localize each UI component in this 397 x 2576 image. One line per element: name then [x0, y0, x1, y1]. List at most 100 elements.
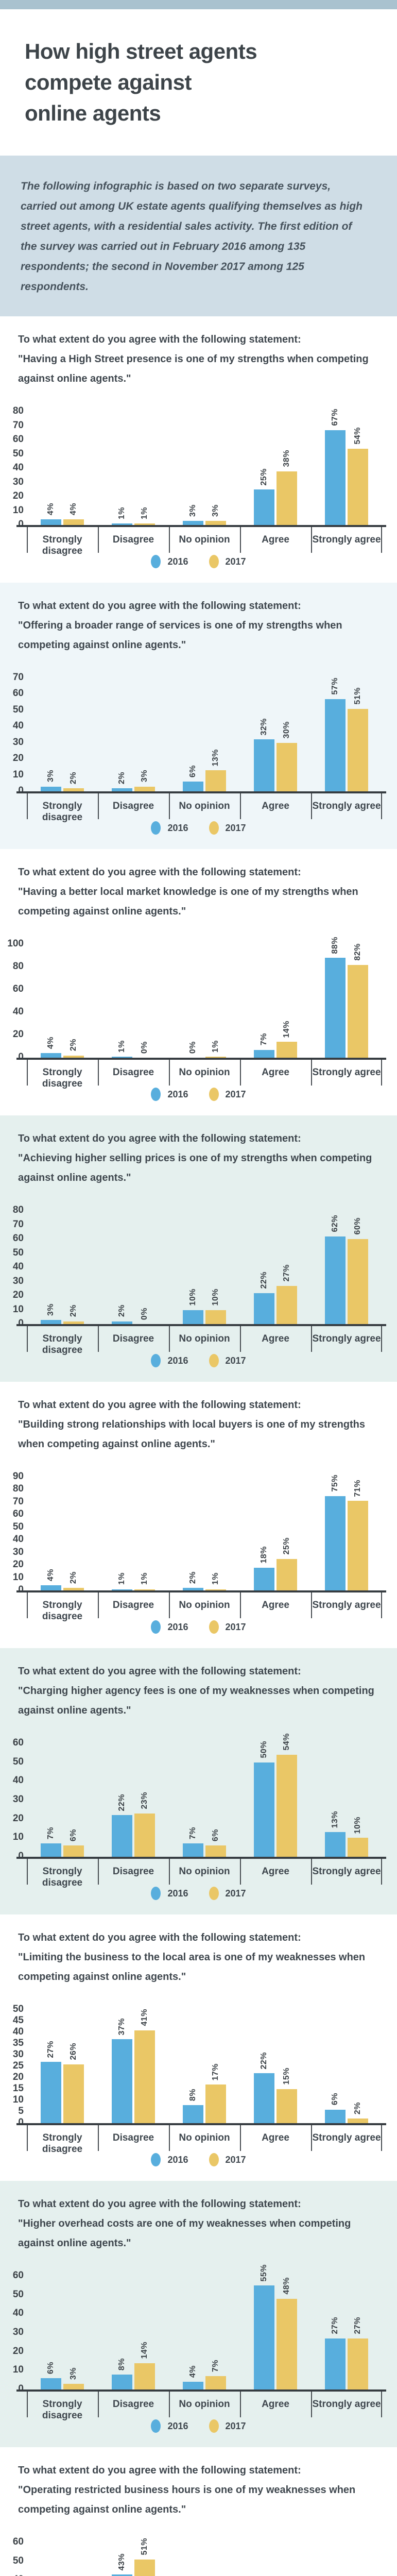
y-axis-label: 80: [12, 961, 24, 972]
axis-tick: [98, 1326, 99, 1352]
y-axis-label: 80: [12, 405, 24, 416]
bar-2016: [112, 1056, 132, 1058]
bar-value-label: 15%: [282, 2067, 291, 2085]
axis-tick: [311, 1859, 312, 1885]
category-label: Strongly disagree: [42, 2399, 83, 2421]
legend-marker-2017: [209, 1354, 219, 1367]
legend-label-2016: 2016: [167, 2154, 188, 2165]
chart-section: To what extent do you agree with the fol…: [0, 2181, 397, 2447]
bar-2017: [63, 1588, 84, 1590]
axis-tick: [311, 527, 312, 553]
bar-value-label: 75%: [331, 1475, 339, 1492]
axis-tick: [98, 2125, 99, 2151]
bar-2016: [41, 1843, 61, 1857]
legend-label-2017: 2017: [225, 1621, 246, 1632]
y-axis-label: 0: [18, 2383, 24, 2394]
category-label: Agree: [262, 2399, 289, 2410]
category-cell: 7% 6% No opinion: [169, 1743, 240, 1885]
legend-item-2017: 2017: [209, 1354, 246, 1367]
bar-value-label: 2%: [188, 1571, 197, 1584]
axis-tick: [98, 2392, 99, 2417]
y-axis-label: 15: [12, 2083, 24, 2094]
chart-plot: 0 10 20 30 40 50 60 70 3% 2% Strongly disagree 2% 3…: [13, 672, 386, 823]
category-label: Strongly disagree: [42, 2132, 83, 2155]
y-axis-label: 10: [12, 1832, 24, 1843]
category-label: No opinion: [179, 1333, 230, 1344]
category-label: Agree: [262, 534, 289, 545]
legend-label-2016: 2016: [167, 1355, 188, 1366]
bar-2017: [348, 708, 368, 791]
bar-value-label: 55%: [260, 2264, 268, 2282]
chart-plot: 0 10 20 30 40 50 60 70 80 3% 2% Strongly disagree 2…: [13, 1205, 386, 1355]
axis-tick: [27, 793, 28, 819]
axis-tick: [98, 1592, 99, 1618]
chart-section: To what extent do you agree with the fol…: [0, 849, 397, 1115]
axis-tick: [381, 1592, 382, 1618]
bar-2017: [205, 1310, 226, 1324]
axis-tick: [240, 1592, 241, 1618]
legend-label-2016: 2016: [167, 556, 188, 567]
bar-2017: [348, 1501, 368, 1590]
bar-value-label: 6%: [211, 1828, 220, 1841]
y-axis-label: 60: [12, 688, 24, 699]
bar-value-label: 62%: [331, 1214, 339, 1232]
category-label: Strongly disagree: [42, 534, 83, 556]
bar-value-label: 17%: [211, 2063, 220, 2081]
chart-cells: 27% 26% Strongly disagree 37% 41% Disagree 8% 1…: [27, 2009, 382, 2155]
y-axis-label: 50: [12, 1521, 24, 1532]
bar-value-label: 10%: [188, 1288, 197, 1306]
axis-tick: [27, 1592, 28, 1618]
legend-marker-2017: [209, 1887, 219, 1900]
question-statement: "Operating restricted business hours is …: [18, 2484, 356, 2515]
bar-value-label: 2%: [69, 1304, 78, 1317]
chart-cells: 3% 2% Strongly disagree 2% 0% Disagree 10% 10% N…: [27, 1211, 382, 1355]
bar-2016: [325, 1496, 346, 1590]
y-axis-label: 60: [12, 984, 24, 994]
axis-tick: [381, 2392, 382, 2417]
bar-2017: [134, 2560, 155, 2576]
legend-marker-2017: [209, 555, 219, 568]
bar-2017: [63, 1845, 84, 1857]
axis-tick: [240, 1326, 241, 1352]
bar-value-label: 54%: [353, 427, 362, 445]
axis-tick: [311, 1592, 312, 1618]
axis-tick: [240, 527, 241, 553]
bar-chart: 0 10 20 30 40 50 60 70 80 3% 2% Strongly disagree 2…: [0, 1205, 397, 1372]
category-label: Disagree: [112, 2399, 154, 2410]
axis-tick: [169, 1859, 170, 1885]
chart-plot: 0 20 40 60 80 100 4% 2% Strongly disagree 1% 0% Di…: [7, 937, 386, 1089]
bar-value-label: 2%: [353, 2102, 362, 2115]
y-axis-label: 10: [12, 504, 24, 516]
category-cell: 24%16%Strongly disagree: [27, 2543, 98, 2576]
bar-2016: [112, 2574, 132, 2576]
category-label: Strongly disagree: [42, 1866, 83, 1888]
bar-value-label: 4%: [46, 1037, 55, 1049]
bar-value-label: 7%: [46, 1827, 55, 1840]
chart-section: To what extent do you agree with the fol…: [0, 583, 397, 849]
bar-value-label: 51%: [140, 2538, 149, 2555]
legend-item-2016: 2016: [151, 555, 188, 568]
category-cell: 22% 23% Disagree: [98, 1743, 169, 1885]
legend-item-2016: 2016: [151, 1887, 188, 1900]
category-label: Strongly disagree: [42, 1067, 83, 1089]
y-axis-label: 20: [12, 1290, 24, 1300]
axis-tick: [311, 793, 312, 819]
y-axis-label: 50: [12, 1756, 24, 1767]
category-label: Agree: [262, 801, 289, 811]
bar-value-label: 32%: [260, 718, 268, 736]
y-axis-label: 70: [12, 419, 24, 431]
category-cell: 1% 1% Disagree: [98, 412, 169, 553]
axis-tick: [169, 1592, 170, 1618]
bar-value-label: 7%: [260, 1033, 268, 1046]
chart-section: To what extent do you agree with the fol…: [0, 316, 397, 583]
axis-tick: [169, 793, 170, 819]
bar-2016: [183, 520, 203, 525]
bar-value-label: 37%: [117, 2018, 126, 2036]
question-statement: "Building strong relationships with loca…: [18, 1419, 366, 1450]
y-axis-label: 10: [12, 1303, 24, 1315]
bar-2017: [134, 786, 155, 791]
bar-2017: [277, 471, 297, 525]
axis-tick: [381, 527, 382, 553]
chart-legend: 2016 2017: [0, 1088, 397, 1106]
bar-value-label: 0%: [140, 1307, 149, 1320]
